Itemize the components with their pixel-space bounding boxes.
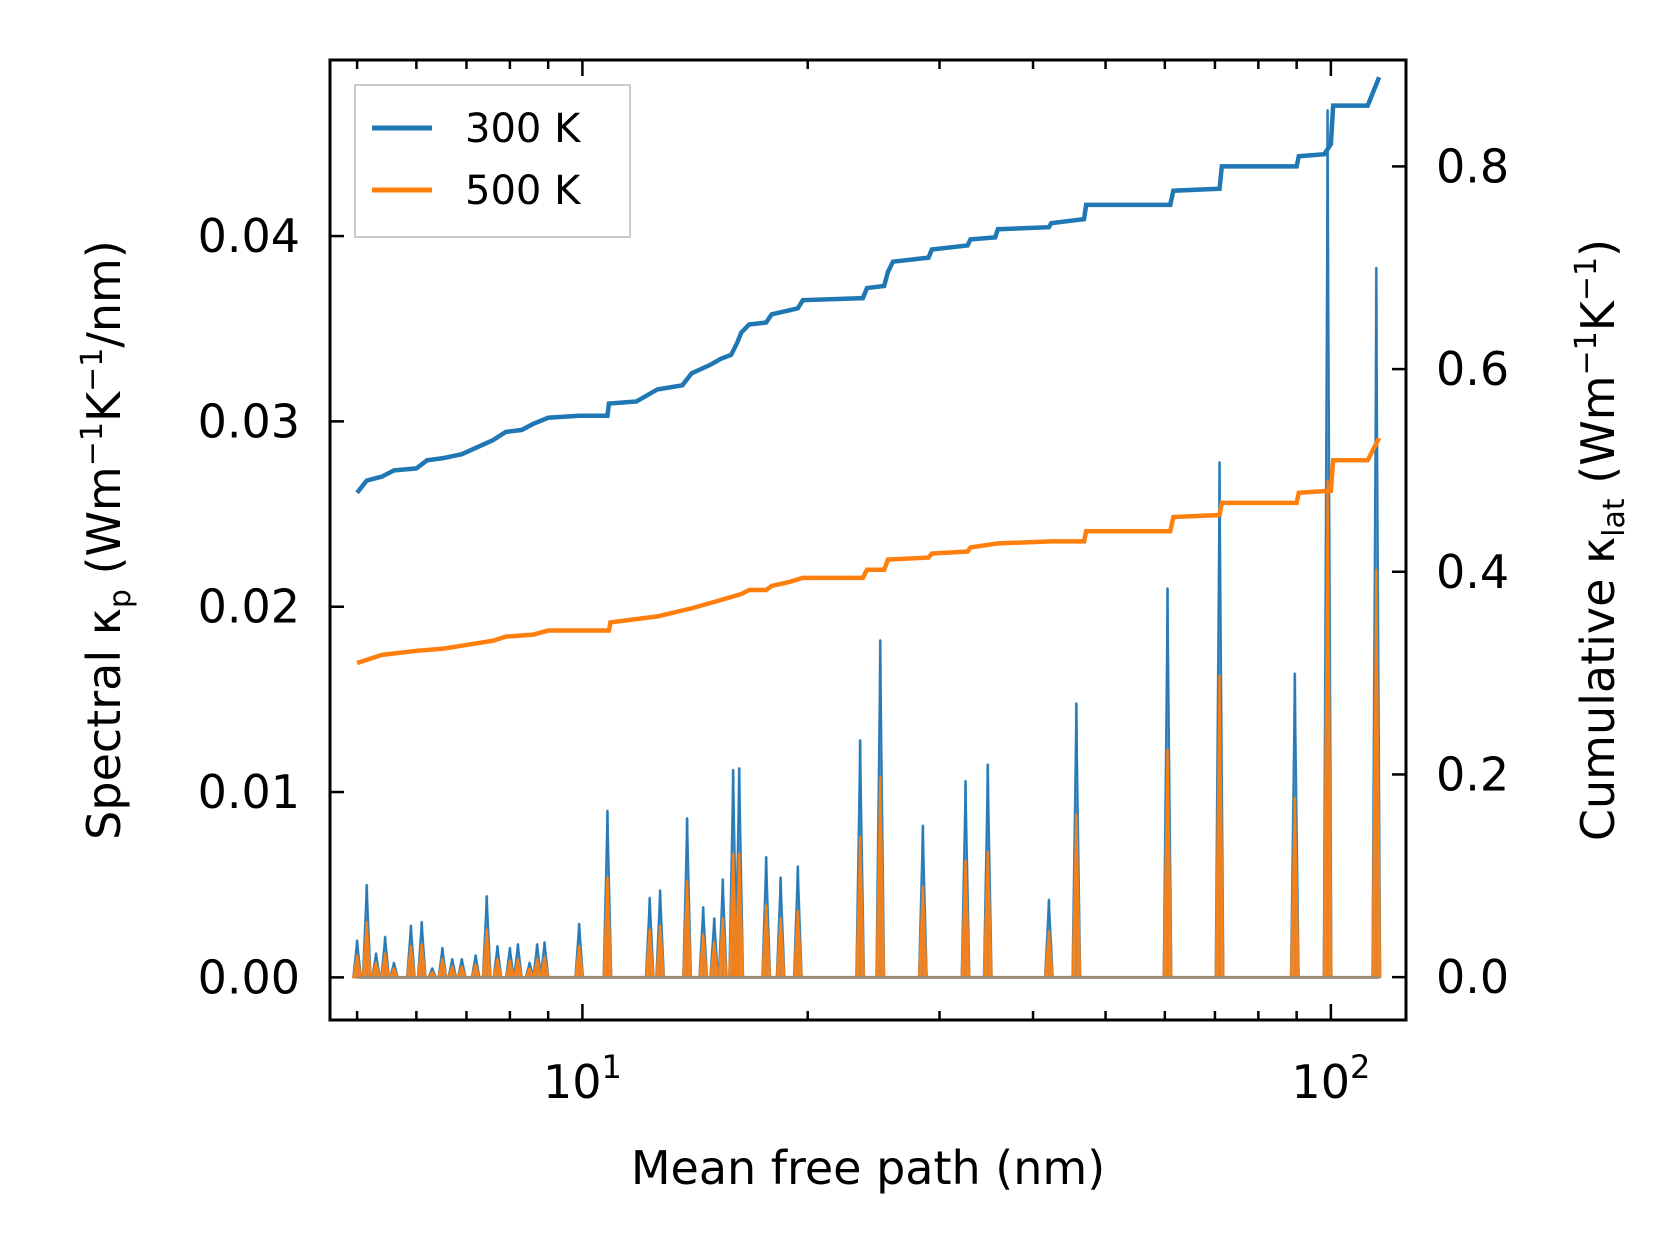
legend-label-300k: 300 K xyxy=(465,106,582,152)
left-y-tick-label: 0.03 xyxy=(198,394,300,448)
right-y-tick-label: 0.6 xyxy=(1436,342,1509,396)
legend-box xyxy=(354,84,631,238)
right-y-tick-label: 0.4 xyxy=(1436,545,1509,599)
x-axis-ticks: 101 102 xyxy=(355,60,1370,1109)
left-y-tick-label: 0.01 xyxy=(198,765,300,819)
right-y-axis-title: Cumulative κlat (Wm−1K−1) xyxy=(1569,239,1632,841)
right-y-tick-label: 0.0 xyxy=(1436,950,1509,1004)
cumulative-line-300k xyxy=(355,76,1382,495)
x-axis-title: Mean free path (nm) xyxy=(631,1141,1105,1195)
right-y-axis-ticks: 0.0 0.2 0.4 0.6 0.8 xyxy=(1392,139,1509,1004)
left-y-tick-label: 0.00 xyxy=(198,950,300,1004)
left-y-tick-label: 0.04 xyxy=(198,209,300,263)
left-y-tick-label: 0.02 xyxy=(198,580,300,634)
left-y-axis-title: Spectral κp (Wm−1K−1/nm) xyxy=(75,240,138,840)
legend-label-500k: 500 K xyxy=(465,168,582,214)
cumulative-layer xyxy=(355,76,1382,666)
left-y-axis-ticks: 0.00 0.01 0.02 0.03 0.04 xyxy=(198,209,344,1004)
right-y-tick-label: 0.8 xyxy=(1436,139,1509,193)
legend: 300 K 500 K xyxy=(354,84,631,238)
cumulative-line-500k xyxy=(356,436,1382,666)
spectral-layer xyxy=(352,109,1382,979)
x-tick-label: 101 xyxy=(543,1048,622,1109)
right-y-tick-label: 0.2 xyxy=(1436,747,1509,801)
plot-frame xyxy=(328,58,1408,1022)
x-tick-label: 102 xyxy=(1291,1048,1370,1109)
